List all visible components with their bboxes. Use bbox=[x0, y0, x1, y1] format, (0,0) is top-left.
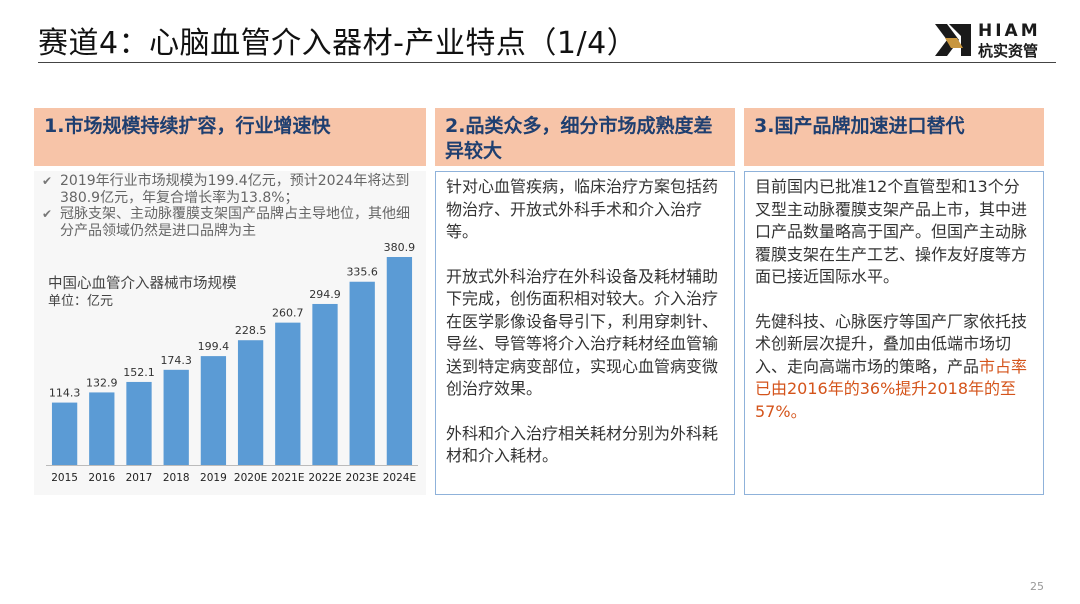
market-share-highlight: 市占率已由2016年的36%提升2018年的至57%。 bbox=[755, 356, 1028, 421]
chart-title: 中国心血管介入器械市场规模 bbox=[48, 276, 237, 292]
import-substitution-panel: 目前国内已批准12个直管型和13个分叉型主动脉覆膜支架产品上市，其中进口产品数量… bbox=[744, 171, 1044, 495]
bar-value-label: 174.3 bbox=[160, 354, 192, 367]
bullet-item: ✔ 2019年行业市场规模为199.4亿元，预计2024年将达到380.9亿元，… bbox=[42, 173, 420, 206]
x-tick-label: 2019 bbox=[200, 472, 227, 484]
x-tick-label: 2017 bbox=[126, 472, 153, 484]
paragraph: 针对心血管疾病，临床治疗方案包括药物治疗、开放式外科手术和介入治疗等。 bbox=[446, 177, 719, 241]
bar-value-label: 114.3 bbox=[49, 387, 81, 400]
x-tick-label: 2016 bbox=[88, 472, 115, 484]
chart-bar bbox=[126, 381, 152, 465]
chart-bar bbox=[163, 369, 189, 465]
paragraph: 开放式外科治疗在外科设备及耗材辅助下完成，创伤面积相对较大。介入治疗在医学影像设… bbox=[446, 266, 719, 399]
x-tick-label: 2015 bbox=[51, 472, 78, 484]
bar-value-label: 335.6 bbox=[346, 266, 378, 279]
x-tick-label: 2024E bbox=[383, 472, 416, 484]
categories-panel: 针对心血管疾病，临床治疗方案包括药物治疗、开放式外科手术和介入治疗等。 开放式外… bbox=[435, 171, 735, 495]
bar-value-label: 132.9 bbox=[86, 376, 118, 389]
title-rule bbox=[38, 62, 1056, 63]
paragraph: 外科和介入治疗相关耗材分别为外科耗材和介入耗材。 bbox=[446, 423, 719, 466]
import-substitution-text: 目前国内已批准12个直管型和13个分叉型主动脉覆膜支架产品上市，其中进口产品数量… bbox=[755, 176, 1035, 445]
x-tick-label: 2022E bbox=[308, 472, 341, 484]
bar-value-label: 380.9 bbox=[384, 241, 416, 254]
x-tick-label: 2018 bbox=[163, 472, 190, 484]
paragraph: 目前国内已批准12个直管型和13个分叉型主动脉覆膜支架产品上市，其中进口产品数量… bbox=[755, 177, 1028, 286]
bar-value-label: 199.4 bbox=[198, 340, 230, 353]
bullet-item: ✔ 冠脉支架、主动脉覆膜支架国产品牌占主导地位，其他细分产品领域仍然是进口品牌为… bbox=[42, 206, 420, 239]
slide-title: 赛道4：心脑血管介入器材-产业特点（1/4） bbox=[38, 26, 638, 61]
chart-bar bbox=[51, 402, 78, 465]
paragraph: 先健科技、心脉医疗等国产厂家依托技术创新层次提升，叠加由低端市场切入、走向高端市… bbox=[755, 311, 1035, 424]
market-size-bar-chart: 114.3 2015 132.9 2016 152.1 2017 174.3 2018 199.… bbox=[46, 241, 418, 484]
column-heading-import-substitution: 3.国产品牌加速进口替代 bbox=[744, 108, 1044, 166]
company-logo: HIAM 杭实资管 bbox=[935, 20, 1055, 60]
bar-value-label: 152.1 bbox=[123, 366, 155, 379]
market-bullets: ✔ 2019年行业市场规模为199.4亿元，预计2024年将达到380.9亿元，… bbox=[42, 173, 420, 239]
x-tick-label: 2023E bbox=[346, 472, 379, 484]
hiam-logo-icon bbox=[935, 24, 971, 56]
logo-chinese: 杭实资管 bbox=[978, 42, 1039, 60]
bar-value-label: 228.5 bbox=[235, 324, 267, 337]
chart-unit: 单位：亿元 bbox=[48, 294, 114, 309]
bar-value-label: 260.7 bbox=[272, 307, 304, 320]
chart-bar bbox=[200, 356, 227, 465]
paragraph-text: 先健科技、心脉医疗等国产厂家依托技术创新层次提升，叠加由低端市场切入、走向高端市… bbox=[755, 311, 1028, 376]
column-heading-categories: 2.品类众多，细分市场成熟度差异较大 bbox=[435, 108, 735, 166]
x-tick-label: 2021E bbox=[271, 472, 304, 484]
check-icon: ✔ bbox=[42, 174, 53, 188]
chart-bar bbox=[386, 257, 413, 465]
bullet-text: 冠脉支架、主动脉覆膜支架国产品牌占主导地位，其他细分产品领域仍然是进口品牌为主 bbox=[60, 206, 410, 239]
categories-text: 针对心血管疾病，临床治疗方案包括药物治疗、开放式外科手术和介入治疗等。 开放式外… bbox=[446, 176, 726, 490]
page-number: 25 bbox=[1030, 580, 1044, 593]
chart-bar bbox=[312, 303, 338, 465]
chart-bar bbox=[275, 322, 301, 465]
chart-bar bbox=[349, 281, 375, 465]
x-tick-label: 2020E bbox=[234, 472, 267, 484]
logo-english: HIAM bbox=[978, 21, 1041, 41]
chart-bar bbox=[89, 392, 115, 465]
check-icon: ✔ bbox=[42, 207, 53, 221]
column-heading-market-scale: 1.市场规模持续扩容，行业增速快 bbox=[34, 108, 426, 166]
chart-bar bbox=[237, 340, 264, 465]
bar-value-label: 294.9 bbox=[309, 288, 341, 301]
market-scale-panel: ✔ 2019年行业市场规模为199.4亿元，预计2024年将达到380.9亿元，… bbox=[34, 171, 426, 495]
bullet-text: 2019年行业市场规模为199.4亿元，预计2024年将达到380.9亿元，年复… bbox=[60, 173, 410, 206]
